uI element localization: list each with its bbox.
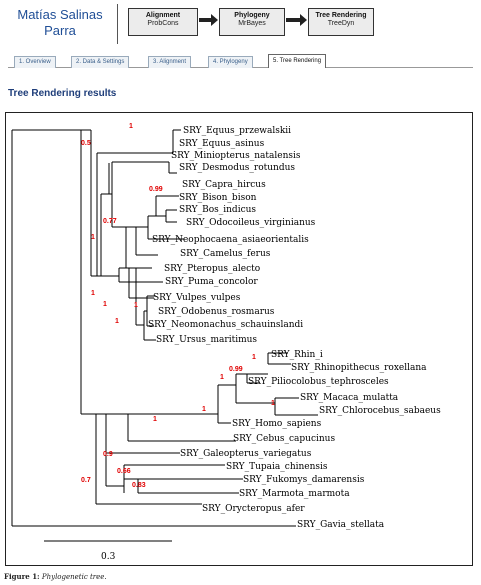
- support-value: 1: [134, 302, 138, 309]
- tree-leaf-label: SRY_Marmota_marmota: [239, 489, 350, 499]
- tree-leaf-label: SRY_Piliocolobus_tephrosceles: [248, 377, 389, 387]
- tab-alignment[interactable]: 3. Alignment: [148, 56, 192, 68]
- tree-leaf-label: SRY_Odocoileus_virginianus: [186, 218, 316, 228]
- tree-leaf-label: SRY_Pteropus_alecto: [164, 264, 260, 274]
- step-tree-rendering-title: Tree Rendering: [315, 12, 367, 19]
- arrow-right-icon: [199, 14, 218, 26]
- support-value: 1: [271, 400, 275, 407]
- tree-leaf-label: SRY_Bos_indicus: [179, 205, 256, 215]
- scale-bar-label: 0.3: [101, 552, 116, 562]
- support-value: 0.99: [149, 186, 163, 193]
- tree-leaf-label: SRY_Fukomys_damarensis: [243, 475, 365, 485]
- tree-leaf-label: SRY_Rhin_i: [271, 350, 323, 360]
- tree-leaf-label: SRY_Miniopterus_natalensis: [171, 151, 301, 161]
- figure-caption: Figure 1: Phylogenetic tree.: [4, 572, 107, 581]
- step-tree-rendering: Tree Rendering TreeDyn: [308, 8, 374, 36]
- tree-leaf-label: SRY_Equus_przewalskii: [183, 126, 291, 136]
- tree-leaf-label: SRY_Desmodus_rotundus: [179, 163, 295, 173]
- support-value: 1: [91, 234, 95, 241]
- section-title: Tree Rendering results: [8, 88, 117, 99]
- step-phylogeny-title: Phylogeny: [234, 12, 270, 19]
- tree-leaf-label: SRY_Cebus_capucinus: [233, 434, 335, 444]
- header-divider: [117, 4, 118, 44]
- tree-leaf-label: SRY_Neomonachus_schauinslandi: [148, 320, 303, 330]
- tree-leaf-label: SRY_Equus_asinus: [179, 139, 265, 149]
- step-tree-rendering-tool: TreeDyn: [327, 20, 355, 27]
- tree-leaf-label: SRY_Vulpes_vulpes: [153, 293, 241, 303]
- tab-phylogeny[interactable]: 4. Phylogeny: [208, 56, 253, 68]
- tree-leaf-label: SRY_Puma_concolor: [165, 277, 258, 287]
- support-value: 1: [115, 318, 119, 325]
- support-value: 1: [153, 416, 157, 423]
- support-value: 1: [91, 290, 95, 297]
- tree-leaf-label: SRY_Ursus_maritimus: [156, 335, 257, 345]
- phylogenetic-tree-panel: SRY_Equus_przewalskii SRY_Equus_asinus S…: [5, 112, 473, 566]
- step-phylogeny: Phylogeny MrBayes: [219, 8, 285, 36]
- support-value: 1: [129, 123, 133, 130]
- support-value: 0.7: [81, 477, 91, 484]
- tree-leaf-label: SRY_Bison_bison: [179, 193, 257, 203]
- step-alignment-title: Alignment: [145, 12, 181, 19]
- support-value: 0.9: [103, 451, 113, 458]
- tab-overview[interactable]: 1. Overview: [14, 56, 56, 68]
- figure-caption-label: Figure 1:: [4, 572, 40, 581]
- tree-leaf-label: SRY_Neophocaena_asiaeorientalis: [152, 235, 309, 245]
- tree-leaf-label: SRY_Odobenus_rosmarus: [158, 307, 275, 317]
- tree-leaf-label: SRY_Orycteropus_afer: [202, 504, 305, 514]
- tab-data-settings[interactable]: 2. Data & Settings: [71, 56, 130, 68]
- arrow-right-icon: [286, 14, 307, 26]
- step-alignment-tool: ProbCons: [147, 20, 179, 27]
- support-value: 0.66: [117, 468, 131, 475]
- tree-leaf-label: SRY_Macaca_mulatta: [300, 393, 399, 403]
- step-phylogeny-tool: MrBayes: [238, 20, 266, 27]
- figure-caption-text: Phylogenetic tree.: [41, 573, 107, 581]
- tree-leaf-label: SRY_Rhinopithecus_roxellana: [291, 363, 427, 373]
- support-value: 1: [103, 301, 107, 308]
- tree-leaf-label: SRY_Gavia_stellata: [297, 520, 385, 530]
- support-value: 1: [202, 406, 206, 413]
- support-value: 0.99: [229, 366, 243, 373]
- support-value: 0.77: [103, 218, 117, 225]
- tree-leaf-label: SRY_Tupaia_chinensis: [226, 462, 328, 472]
- support-value: 0.5: [81, 140, 91, 147]
- tree-leaf-label: SRY_Homo_sapiens: [232, 419, 322, 429]
- tree-leaf-label: SRY_Camelus_ferus: [180, 249, 271, 259]
- tab-bar: 1. Overview 2. Data & Settings 3. Alignm…: [0, 54, 481, 68]
- support-value: 0.83: [132, 482, 146, 489]
- tree-branches: [11, 129, 318, 527]
- support-value: 1: [220, 374, 224, 381]
- step-alignment: Alignment ProbCons: [128, 8, 198, 36]
- phylogenetic-tree: SRY_Equus_przewalskii SRY_Equus_asinus S…: [11, 123, 441, 562]
- user-name: Matías Salinas Parra: [17, 7, 103, 38]
- tab-tree-rendering[interactable]: 5. Tree Rendering: [268, 54, 327, 68]
- tree-leaf-label: SRY_Capra_hircus: [182, 180, 266, 190]
- support-value: 1: [252, 354, 256, 361]
- tree-leaf-label: SRY_Chlorocebus_sabaeus: [319, 406, 441, 416]
- tree-leaf-label: SRY_Galeopterus_variegatus: [180, 449, 312, 459]
